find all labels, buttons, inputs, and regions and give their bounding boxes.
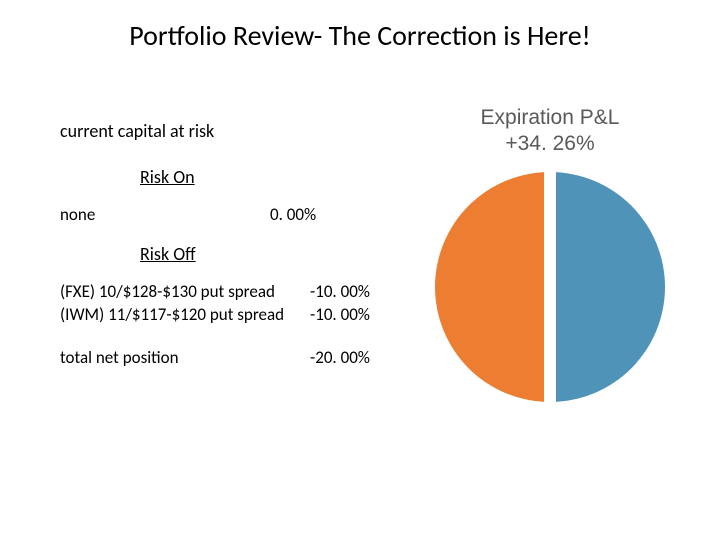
none-label: none [60,204,270,225]
expiration-chart: Expiration P&L +34. 26% [420,105,680,402]
position-value: -10. 00% [310,281,390,302]
chart-title-line2: +34. 26% [505,132,594,155]
risk-on-heading: Risk On [140,166,400,188]
position-value: -10. 00% [310,304,390,325]
pie-chart [435,172,665,402]
pie-gap [544,170,556,404]
total-label: total net position [60,347,310,368]
position-row: (IWM) 11/$117-$120 put spread -10. 00% [60,304,400,325]
position-row: (FXE) 10/$128-$130 put spread -10. 00% [60,281,400,302]
slide: Portfolio Review- The Correction is Here… [0,0,720,540]
position-label: (IWM) 11/$117-$120 put spread [60,304,310,325]
total-value: -20. 00% [310,347,390,368]
left-column: current capital at risk Risk On none 0. … [60,120,400,370]
total-row: total net position -20. 00% [60,347,400,368]
page-title: Portfolio Review- The Correction is Here… [0,18,720,53]
chart-title: Expiration P&L +34. 26% [420,105,680,158]
none-row: none 0. 00% [60,204,400,225]
chart-title-line1: Expiration P&L [481,106,620,129]
none-value: 0. 00% [270,204,350,225]
position-label: (FXE) 10/$128-$130 put spread [60,281,310,302]
capital-at-risk-label: current capital at risk [60,120,400,142]
risk-off-heading: Risk Off [140,243,400,265]
